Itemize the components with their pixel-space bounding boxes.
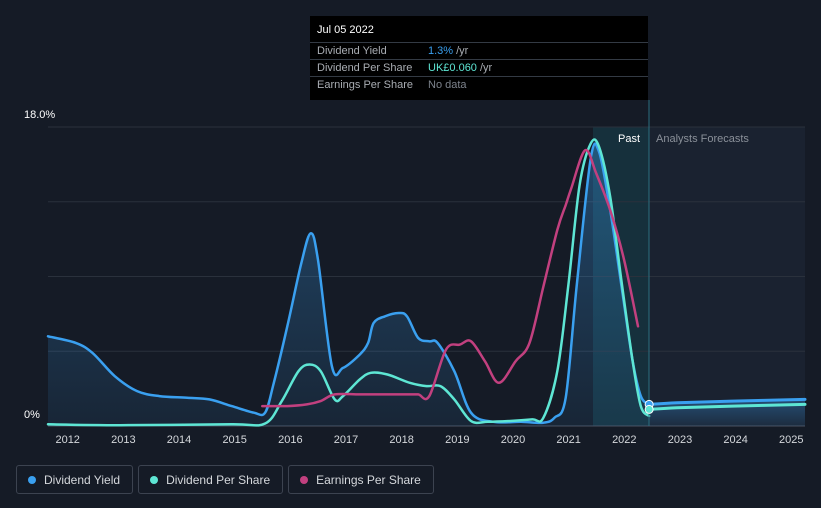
forecast-label: Analysts Forecasts [656, 133, 749, 145]
tooltip-row-dividend-per-share: Dividend Per Share UK£0.060/yr [310, 59, 648, 77]
tooltip-label: Dividend Per Share [317, 62, 413, 74]
area-dividend-yield [48, 143, 650, 426]
line-earnings-per-share [261, 148, 640, 408]
x-tick-label: 2019 [445, 434, 469, 446]
tooltip-label: Earnings Per Share [317, 79, 413, 91]
x-tick-label: 2021 [556, 434, 580, 446]
legend: Dividend Yield Dividend Per Share Earnin… [16, 465, 434, 494]
x-tick-label: 2013 [111, 434, 135, 446]
y-tick-max: 18.0% [24, 109, 55, 121]
legend-label: Earnings Per Share [316, 472, 421, 487]
series-lines [46, 138, 807, 427]
legend-earnings-per-share[interactable]: Earnings Per Share [288, 465, 434, 494]
past-label: Past [618, 133, 640, 145]
tooltip-unit: /yr [479, 62, 493, 74]
line-dividend-yield-forecast [647, 397, 807, 406]
x-tick-label: 2014 [167, 434, 191, 446]
tooltip-unit: /yr [456, 45, 469, 57]
marker-dividend-per-share [644, 404, 654, 414]
x-tick-label: 2017 [334, 434, 358, 446]
x-tick-label: 2018 [389, 434, 413, 446]
tooltip-markers [644, 399, 654, 414]
x-tick-label: 2022 [612, 434, 636, 446]
line-dividend-yield [46, 142, 651, 425]
x-tick-label: 2020 [501, 434, 525, 446]
x-tick-label: 2016 [278, 434, 302, 446]
line-dividend-per-share [46, 138, 651, 427]
line-dividend-per-share-forecast [647, 402, 807, 411]
tooltip-value: 1.3% [428, 45, 454, 57]
legend-dividend-yield[interactable]: Dividend Yield [16, 465, 134, 494]
tooltip-row-earnings-per-share: Earnings Per Share No data [310, 76, 648, 94]
y-tick-zero: 0% [24, 409, 40, 421]
x-tick-label: 2012 [55, 434, 79, 446]
x-tick-label: 2023 [668, 434, 692, 446]
tooltip-value: UK£0.060 [428, 62, 477, 74]
legend-label: Dividend Per Share [166, 472, 271, 487]
tooltip-value: No data [428, 79, 467, 91]
x-axis: 2012 2013 2014 2015 2016 2017 2018 2019 2020 2021… [55, 434, 803, 446]
tooltip: Jul 05 2022 Dividend Yield 1.3%/yr Divid… [310, 16, 648, 100]
tooltip-value-wrap: No data [428, 79, 470, 91]
legend-dividend-per-share[interactable]: Dividend Per Share [138, 465, 284, 494]
legend-dot-icon [300, 475, 309, 484]
tooltip-value-wrap: UK£0.060/yr [428, 62, 492, 74]
legend-dot-icon [150, 475, 159, 484]
legend-label: Dividend Yield [44, 472, 121, 487]
tooltip-row-dividend-yield: Dividend Yield 1.3%/yr [310, 42, 648, 60]
tooltip-label: Dividend Yield [317, 45, 387, 57]
tooltip-date: Jul 05 2022 [317, 24, 374, 36]
x-tick-label: 2025 [779, 434, 803, 446]
x-tick-label: 2024 [723, 434, 747, 446]
tooltip-value-wrap: 1.3%/yr [428, 45, 468, 57]
legend-dot-icon [28, 475, 36, 484]
x-tick-label: 2015 [222, 434, 246, 446]
